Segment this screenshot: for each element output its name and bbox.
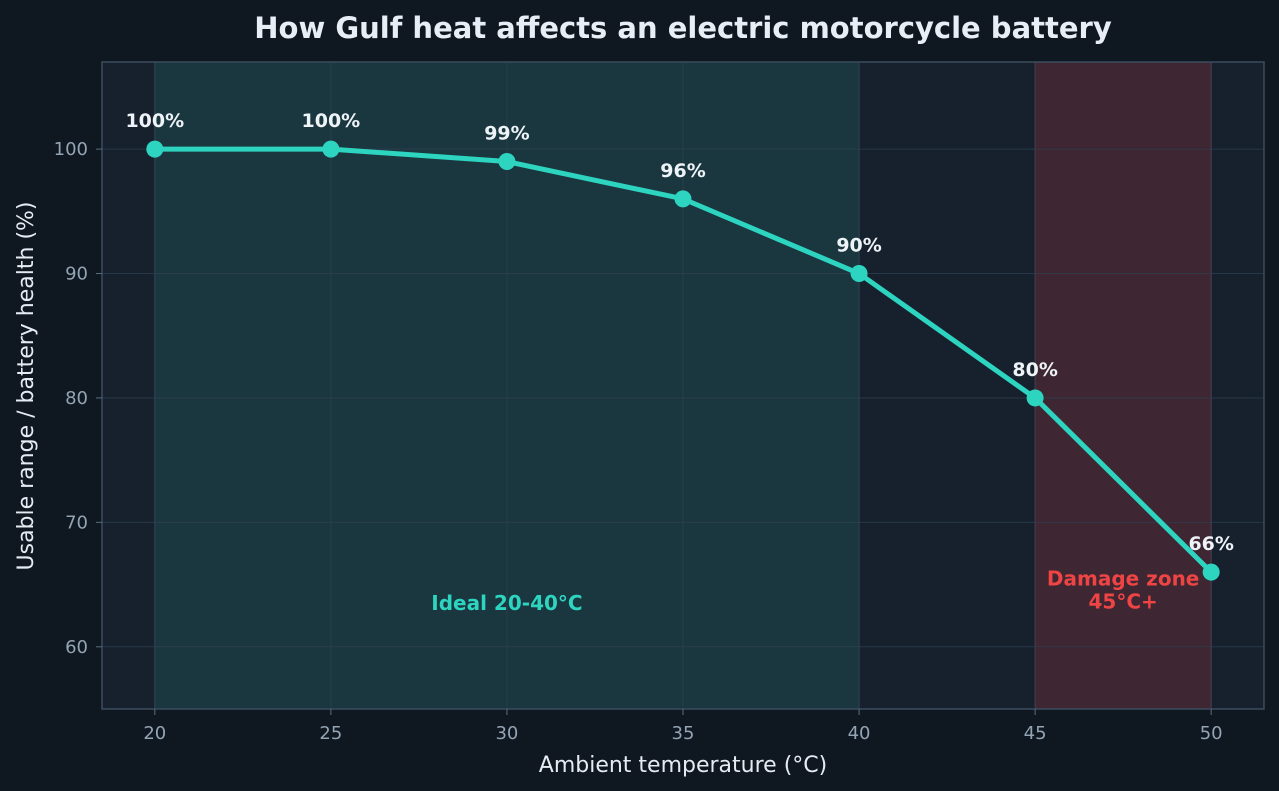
data-point [322, 140, 340, 158]
x-tick-label: 50 [1200, 723, 1223, 744]
zone-damage-label: 45°C+ [1089, 589, 1158, 613]
data-point [1026, 389, 1044, 407]
data-point [498, 153, 516, 171]
y-tick-label: 90 [65, 264, 88, 285]
x-tick-label: 35 [672, 723, 695, 744]
data-label: 100% [125, 110, 184, 132]
data-label: 99% [484, 123, 529, 145]
x-tick-label: 25 [319, 723, 342, 744]
y-tick-label: 100 [54, 139, 88, 160]
grid-layer [102, 62, 1264, 709]
data-label: 96% [660, 160, 705, 182]
data-label: 90% [836, 235, 881, 257]
y-tick-label: 70 [65, 512, 88, 533]
data-point [674, 190, 692, 208]
x-tick-label: 20 [143, 723, 166, 744]
zone-damage-band [1035, 62, 1212, 709]
zone-damage-label: Damage zone [1047, 566, 1199, 590]
x-tick-label: 30 [495, 723, 518, 744]
data-label: 80% [1012, 359, 1057, 381]
zone-ideal-label: Ideal 20-40°C [431, 591, 582, 615]
data-label: 66% [1188, 533, 1233, 555]
data-point [1202, 563, 1220, 581]
y-tick-label: 60 [65, 637, 88, 658]
ticks-layer: 20 25 30 35 40 45 50 60 70 80 90 100 [54, 139, 1223, 744]
y-axis-label: Usable range / battery health (%) [14, 201, 39, 570]
chart-title: How Gulf heat affects an electric motorc… [254, 11, 1112, 45]
data-point [850, 265, 868, 283]
zones-layer [154, 62, 1212, 709]
x-tick-label: 40 [848, 723, 871, 744]
x-axis-label: Ambient temperature (°C) [539, 753, 827, 778]
data-label: 100% [302, 110, 361, 132]
data-labels-layer: 100% 100% 99% 96% 90% 80% 66% [125, 110, 1233, 555]
y-tick-label: 80 [65, 388, 88, 409]
x-tick-label: 45 [1024, 723, 1047, 744]
series-layer [146, 140, 1220, 581]
data-point [146, 140, 164, 158]
